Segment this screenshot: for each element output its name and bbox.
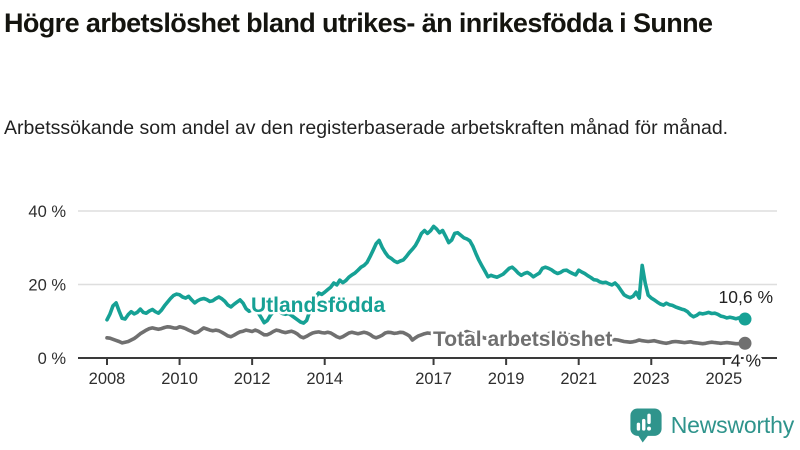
y-tick-label: 0 % — [38, 350, 67, 368]
chart-subtitle: Arbetssökande som andel av den registerb… — [4, 117, 729, 139]
end-dot-utlandsfodda — [738, 312, 752, 326]
x-tick-label: 2021 — [560, 370, 597, 388]
x-tick-label: 2025 — [705, 370, 742, 388]
series-line-utlandsf-dda — [105, 224, 747, 325]
x-tick-label: 2017 — [415, 370, 452, 388]
y-tick-label: 40 % — [28, 203, 66, 221]
x-tick-label: 2019 — [488, 370, 525, 388]
x-tick-label: 2008 — [89, 370, 126, 388]
x-tick-label: 2023 — [633, 370, 670, 388]
y-tick-label: 20 % — [28, 277, 66, 295]
line-chart: 0 % 20 % 40 % 2008 2010 2012 2014 2017 2019 2021 2… — [0, 190, 800, 410]
chart-canvas: 0 % 20 % 40 % 2008 2010 2012 2014 2017 2019 2021 2… — [28, 203, 777, 388]
chart-title: Högre arbetslöshet bland utrikes- än inr… — [4, 8, 713, 38]
series-line-total-arbetsl-shet — [105, 325, 747, 346]
end-value-label-utlandsfodda: 10,6 % — [719, 287, 773, 307]
end-value-label-total: 4 % — [731, 350, 761, 370]
newsworthy-logo: Newsworthy — [629, 407, 794, 443]
end-dot-total — [738, 336, 752, 350]
series-label-utlandsfodda: Utlandsfödda — [251, 294, 385, 317]
series-label-total: Total arbetslöshet — [433, 328, 612, 351]
x-tick-label: 2012 — [234, 370, 271, 388]
newsworthy-wordmark: Newsworthy — [670, 411, 794, 438]
newsworthy-bubble-chart-icon — [630, 408, 662, 443]
x-tick-label: 2014 — [306, 370, 343, 388]
x-tick-label: 2010 — [161, 370, 198, 388]
